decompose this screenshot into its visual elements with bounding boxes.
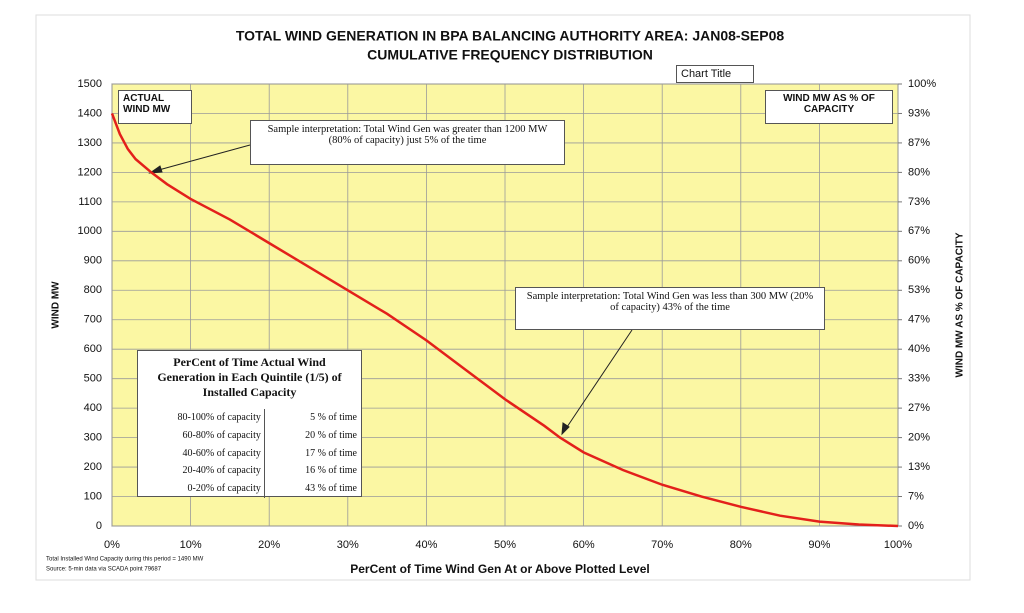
y2-tick-label: 0% <box>908 520 924 532</box>
y2-axis-label: WIND MW AS % OF CAPACITY <box>955 232 966 377</box>
y-tick-label: 0 <box>96 520 102 532</box>
y2-tick-label: 13% <box>908 461 930 473</box>
arrow <box>154 144 251 172</box>
table-row: 80-100% of capacity 5 % of time <box>138 409 361 427</box>
x-tick-label: 60% <box>573 539 595 551</box>
chart-subtitle: CUMULATIVE FREQUENCY DISTRIBUTION <box>367 47 653 63</box>
table-cell: 60-80% of capacity <box>182 429 261 441</box>
annotation: Sample interpretation: Total Wind Gen wa… <box>250 120 565 165</box>
right-axis-box: WIND MW AS % OF CAPACITY <box>765 90 893 124</box>
table-cell: 43 % of time <box>263 480 361 498</box>
tooltip: Chart Title <box>676 65 754 83</box>
table-cell: 20 % of time <box>263 426 361 445</box>
x-tick-label: 80% <box>730 539 752 551</box>
annotation: Sample interpretation: Total Wind Gen wa… <box>515 287 825 330</box>
arrow <box>564 329 633 431</box>
note: Source: 5-min data via SCADA point 79687 <box>46 567 162 573</box>
y-tick-label: 1100 <box>78 196 102 208</box>
y2-tick-label: 80% <box>908 166 930 178</box>
y-tick-label: 1300 <box>78 137 102 149</box>
quintile-table: PerCent of Time Actual Wind Generation i… <box>137 350 362 498</box>
table-title: PerCent of Time Actual Wind Generation i… <box>157 355 342 399</box>
table-row: 0-20% of capacity 43 % of time <box>138 480 361 498</box>
table-cell: 0-20% of capacity <box>187 483 261 495</box>
arrows <box>148 144 633 436</box>
x-tick-label: 0% <box>104 539 120 551</box>
y-tick-label: 1500 <box>78 78 102 90</box>
y-tick-label: 300 <box>84 432 102 444</box>
table-cell: 40-60% of capacity <box>182 447 261 459</box>
y2-tick-label: 73% <box>908 196 930 208</box>
y2-tick-label: 7% <box>908 490 924 502</box>
y-tick-label: 1200 <box>78 166 102 178</box>
chart-title: TOTAL WIND GENERATION IN BPA BALANCING A… <box>236 28 785 44</box>
y-tick-label: 800 <box>84 284 102 296</box>
arrowhead <box>148 165 163 174</box>
y-tick-label: 200 <box>84 461 102 473</box>
y-tick-label: 1000 <box>78 225 102 237</box>
left-axis-box: ACTUAL WIND MW <box>118 90 192 124</box>
note: Total Installed Wind Capacity during thi… <box>46 557 204 563</box>
y2-tick-label: 53% <box>908 284 930 296</box>
y2-tick-label: 67% <box>908 225 930 237</box>
x-axis-label: PerCent of Time Wind Gen At or Above Plo… <box>350 562 649 576</box>
x-tick-label: 10% <box>180 539 202 551</box>
table-cell: 20-40% of capacity <box>182 465 261 477</box>
arrowhead <box>561 422 570 436</box>
y-tick-label: 700 <box>84 314 102 326</box>
table-body: 80-100% of capacity 5 % of time 60-80% of … <box>138 409 361 498</box>
table-row: 40-60% of capacity 17 % of time <box>138 444 361 463</box>
y-tick-label: 900 <box>84 255 102 267</box>
x-tick-label: 30% <box>337 539 359 551</box>
table-cell: 5 % of time <box>263 409 361 427</box>
table-row: 60-80% of capacity 20 % of time <box>138 426 361 445</box>
y-tick-label: 500 <box>84 373 102 385</box>
x-tick-label: 40% <box>415 539 437 551</box>
frame <box>35 14 971 581</box>
y2-tick-label: 93% <box>908 107 930 119</box>
y2-tick-label: 27% <box>908 402 930 414</box>
y2-tick-label: 47% <box>908 314 930 326</box>
x-tick-label: 20% <box>258 539 280 551</box>
y-tick-label: 1400 <box>78 107 102 119</box>
wind-curve <box>110 113 899 528</box>
x-tick-label: 70% <box>651 539 673 551</box>
x-tick-label: 50% <box>494 539 516 551</box>
x-tick-label: 90% <box>808 539 830 551</box>
table-row: 20-40% of capacity 16 % of time <box>138 462 361 481</box>
y2-tick-label: 33% <box>908 373 930 385</box>
x-tick-label: 100% <box>884 539 912 551</box>
y2-tick-label: 60% <box>908 255 930 267</box>
y-tick-label: 400 <box>84 402 102 414</box>
table-cell: 17 % of time <box>263 444 361 463</box>
y2-tick-label: 87% <box>908 137 930 149</box>
y2-tick-label: 40% <box>908 343 930 355</box>
y-tick-label: 600 <box>84 343 102 355</box>
y-tick-label: 100 <box>84 490 102 502</box>
y2-tick-label: 20% <box>908 432 930 444</box>
table-cell: 16 % of time <box>263 462 361 481</box>
y2-tick-label: 100% <box>908 78 936 90</box>
table-cell: 80-100% of capacity <box>177 412 261 423</box>
y-axis-label: WIND MW <box>51 281 62 329</box>
